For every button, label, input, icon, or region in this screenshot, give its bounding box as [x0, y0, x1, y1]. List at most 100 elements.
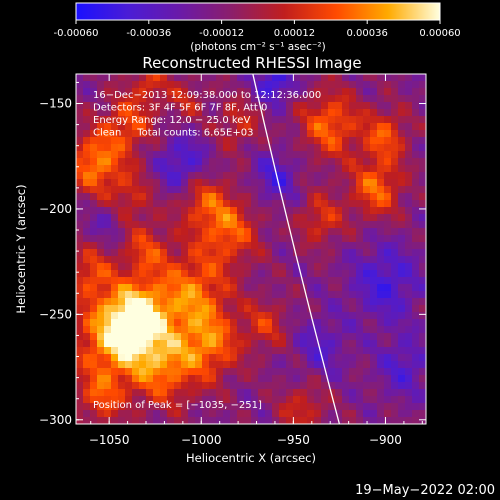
- heatmap-cell: [97, 242, 105, 250]
- heatmap-cell: [181, 410, 189, 418]
- heatmap-cell: [356, 242, 364, 250]
- heatmap-cell: [314, 396, 322, 404]
- colorbar-ticks: -0.00060 -0.00036 -0.00012 0.00012 0.00036 0.…: [54, 20, 461, 39]
- heatmap-cell: [307, 333, 315, 341]
- heatmap-cell: [391, 207, 399, 215]
- heatmap-cell: [237, 151, 245, 159]
- heatmap-cell: [335, 200, 343, 208]
- heatmap-cell: [286, 137, 294, 145]
- heatmap-cell: [244, 151, 252, 159]
- heatmap-cell: [125, 312, 133, 320]
- heatmap-cell: [300, 270, 308, 278]
- y-tick-label: −200: [39, 202, 72, 216]
- heatmap-cell: [209, 249, 217, 257]
- heatmap-cell: [335, 214, 343, 222]
- heatmap-cell: [244, 109, 252, 117]
- heatmap-cell: [90, 165, 98, 173]
- heatmap-cell: [363, 130, 371, 138]
- heatmap-cell: [230, 109, 238, 117]
- heatmap-cell: [90, 284, 98, 292]
- heatmap-cell: [335, 305, 343, 313]
- heatmap-cell: [111, 291, 119, 299]
- heatmap-cell: [195, 305, 203, 313]
- heatmap-cell: [111, 95, 119, 103]
- heatmap-cell: [251, 95, 259, 103]
- heatmap-cell: [391, 291, 399, 299]
- heatmap-cell: [153, 172, 161, 180]
- heatmap-cell: [286, 333, 294, 341]
- heatmap-cell: [286, 221, 294, 229]
- heatmap-cell: [356, 81, 364, 89]
- heatmap-cell: [83, 340, 91, 348]
- heatmap-cell: [202, 361, 210, 369]
- heatmap-cell: [286, 417, 294, 424]
- heatmap-cell: [118, 403, 126, 411]
- heatmap-cell: [230, 249, 238, 257]
- heatmap-cell: [146, 74, 154, 82]
- heatmap-cell: [202, 389, 210, 397]
- heatmap-cell: [230, 291, 238, 299]
- heatmap-cell: [272, 249, 280, 257]
- heatmap-cell: [377, 207, 385, 215]
- heatmap-cell: [76, 291, 84, 299]
- heatmap-cell: [97, 396, 105, 404]
- heatmap-cell: [265, 207, 273, 215]
- heatmap-cell: [160, 263, 168, 271]
- heatmap-cell: [202, 305, 210, 313]
- heatmap-cell: [181, 200, 189, 208]
- heatmap-cell: [349, 312, 357, 320]
- heatmap-cell: [167, 305, 175, 313]
- heatmap-cell: [258, 123, 266, 131]
- heatmap-cell: [356, 326, 364, 334]
- heatmap-cell: [412, 235, 420, 243]
- heatmap-cell: [391, 144, 399, 152]
- heatmap-cell: [160, 193, 168, 201]
- footer-date: 19−May−2022 02:00: [355, 483, 495, 498]
- heatmap-cell: [202, 179, 210, 187]
- heatmap-cell: [216, 403, 224, 411]
- heatmap-cell: [195, 200, 203, 208]
- plot-frame: [75, 73, 427, 425]
- heatmap-cell: [216, 333, 224, 341]
- heatmap-cell: [153, 81, 161, 89]
- heatmap-cell: [216, 123, 224, 131]
- heatmap-cell: [160, 186, 168, 194]
- heatmap-cell: [195, 137, 203, 145]
- heatmap-cell: [307, 256, 315, 264]
- heatmap-cell: [139, 228, 147, 236]
- heatmap-cell: [167, 417, 175, 424]
- heatmap-cell: [195, 284, 203, 292]
- heatmap-cell: [188, 284, 196, 292]
- heatmap-cell: [321, 312, 329, 320]
- heatmap-cell: [209, 116, 217, 124]
- heatmap-cell: [356, 319, 364, 327]
- heatmap-cell: [209, 389, 217, 397]
- heatmap-cell: [104, 116, 112, 124]
- heatmap-cell: [195, 270, 203, 278]
- heatmap-cell: [321, 417, 329, 424]
- heatmap-cell: [209, 354, 217, 362]
- heatmap-cell: [412, 340, 420, 348]
- heatmap-cell: [111, 375, 119, 383]
- heatmap-cell: [195, 375, 203, 383]
- heatmap-cell: [111, 207, 119, 215]
- heatmap-cell: [230, 102, 238, 110]
- heatmap-cell: [97, 95, 105, 103]
- heatmap-cell: [174, 333, 182, 341]
- heatmap-cell: [300, 368, 308, 376]
- heatmap-cell: [167, 242, 175, 250]
- heatmap-cell: [132, 326, 140, 334]
- heatmap-cell: [125, 116, 133, 124]
- heatmap-cell: [363, 256, 371, 264]
- heatmap-cell: [349, 235, 357, 243]
- heatmap-cell: [167, 200, 175, 208]
- heatmap-cell: [174, 347, 182, 355]
- heatmap-cell: [209, 151, 217, 159]
- heatmap-cell: [174, 88, 182, 96]
- heatmap-cell: [377, 417, 385, 424]
- heatmap-cell: [391, 298, 399, 306]
- heatmap-cell: [97, 123, 105, 131]
- heatmap-cell: [412, 200, 420, 208]
- heatmap-cell: [111, 326, 119, 334]
- heatmap-cell: [279, 88, 287, 96]
